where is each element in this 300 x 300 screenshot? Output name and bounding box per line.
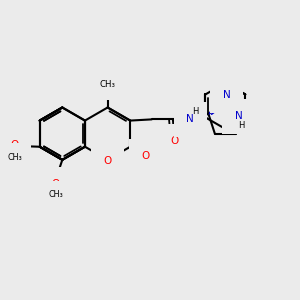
Text: N: N <box>223 90 231 100</box>
Text: N: N <box>186 114 194 124</box>
Text: O: O <box>103 156 112 166</box>
Text: O: O <box>10 140 19 150</box>
Text: O: O <box>142 152 150 161</box>
Text: CH₃: CH₃ <box>7 153 22 162</box>
Text: H: H <box>238 121 244 130</box>
Text: O: O <box>171 136 179 146</box>
Text: CH₃: CH₃ <box>48 190 63 200</box>
Text: N: N <box>235 111 243 121</box>
Text: O: O <box>52 179 60 189</box>
Text: CH₃: CH₃ <box>100 80 116 89</box>
Text: H: H <box>193 106 199 116</box>
